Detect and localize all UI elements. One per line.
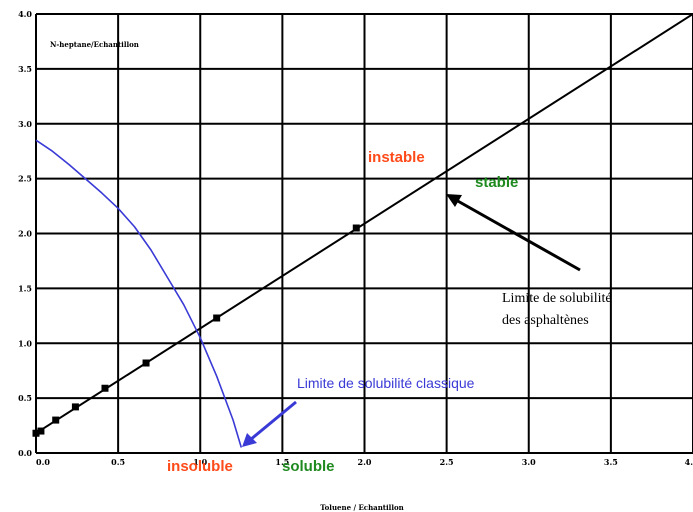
x-tick-label: 3.0 (522, 457, 536, 467)
y-tick-label: 4.0 (18, 9, 32, 19)
soluble-label: soluble (282, 458, 335, 475)
y-axis-label: N-heptane/Echantillon (50, 40, 139, 49)
x-tick-label: 0.5 (111, 457, 125, 467)
data-point-marker (213, 314, 221, 322)
y-tick-label: 1.0 (18, 338, 32, 348)
data-point-marker (101, 384, 109, 392)
insoluble-label: insoluble (167, 458, 233, 475)
y-tick-label: 0.0 (18, 448, 32, 458)
y-tick-label: 2.5 (18, 174, 32, 184)
data-point-marker (37, 427, 45, 435)
x-axis-label: Toluene / Echantillon (320, 503, 404, 512)
y-tick-label: 1.5 (18, 283, 32, 293)
y-tick-label: 3.0 (18, 119, 32, 129)
x-tick-label: 3.5 (604, 457, 618, 467)
x-tick-label: 0.0 (36, 457, 50, 467)
grid-lines (35, 13, 693, 454)
tick-labels: 0.0 0.5 1.0 1.5 2.0 2.5 3.0 3.5 4. 0.0 0.5 1.0 1.5 2.… (18, 9, 693, 467)
x-tick-label: 4. (685, 457, 693, 467)
x-tick-label: 2.5 (440, 457, 454, 467)
asphaltene-limit-label-line2: des asphaltènes (502, 313, 589, 328)
asphaltene-limit-arrow (446, 194, 581, 272)
x-tick-label: 1.0 (193, 457, 207, 467)
data-point-marker (32, 429, 40, 437)
y-tick-label: 0.5 (18, 393, 32, 403)
classic-limit-label: Limite de solubilité classique (297, 375, 475, 391)
data-point-marker (142, 359, 150, 367)
x-tick-label: 1.5 (275, 457, 289, 467)
data-point-marker (71, 403, 79, 411)
asphaltene-limit-label-line1: Limite de solubilité (502, 291, 612, 306)
y-tick-label: 3.5 (18, 64, 32, 74)
data-point-marker (352, 224, 360, 232)
data-point-marker (52, 416, 60, 424)
classic-limit-arrow (242, 400, 297, 447)
x-tick-label: 2.0 (358, 457, 372, 467)
chart-series (32, 13, 693, 448)
instable-label: instable (368, 149, 425, 166)
stable-label: stable (475, 174, 518, 191)
classic-solubility-curve (35, 139, 243, 448)
y-tick-label: 2.0 (18, 229, 32, 239)
